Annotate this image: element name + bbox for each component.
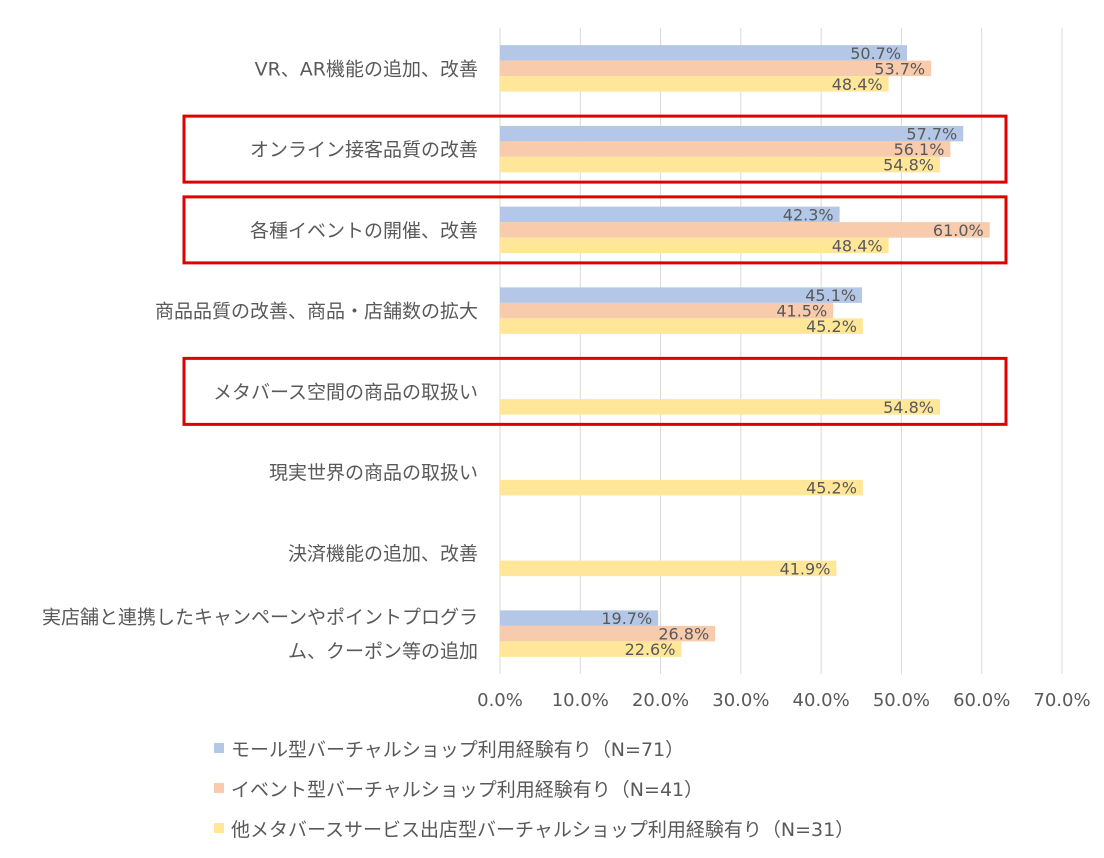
data-label: 61.0% <box>933 221 984 240</box>
bar <box>500 302 834 319</box>
x-tick-label: 30.0% <box>712 690 769 711</box>
data-label: 45.1% <box>805 286 856 305</box>
data-label: 53.7% <box>874 59 925 78</box>
x-tick-label: 70.0% <box>1033 690 1090 711</box>
x-tick-label: 0.0% <box>477 690 523 711</box>
data-label: 56.1% <box>894 140 945 159</box>
legend-item: イベント型バーチャルショップ利用経験有り（N=41） <box>214 768 854 808</box>
category-label: 各種イベントの開催、改善 <box>250 220 478 242</box>
data-label: 57.7% <box>906 125 957 144</box>
x-axis-ticks: 0.0% 10.0% 20.0% 30.0% 40.0% 50.0% 60.0% 70.0% <box>477 690 1090 711</box>
data-label: 45.2% <box>806 317 857 336</box>
data-label: 54.8% <box>883 398 934 417</box>
legend-item: モール型バーチャルショップ利用経験有り（N=71） <box>214 728 854 768</box>
category-label: オンライン接客品質の改善 <box>250 139 478 161</box>
data-label: 19.7% <box>601 609 652 628</box>
legend: モール型バーチャルショップ利用経験有り（N=71） イベント型バーチャルショップ利… <box>214 728 854 848</box>
category-label: 実店舗と連携したキャンペーンやポイントプログラ <box>42 607 478 629</box>
x-tick-label: 60.0% <box>953 690 1010 711</box>
bar <box>500 45 908 61</box>
data-label: 41.5% <box>776 302 827 321</box>
category-label: VR、AR機能の追加、改善 <box>255 58 478 80</box>
bar <box>500 156 940 173</box>
category-label: メタバース空間の商品の取扱い <box>213 381 478 403</box>
data-label: 45.2% <box>806 479 857 498</box>
bar <box>500 141 951 157</box>
bar <box>500 399 940 415</box>
bar <box>500 206 840 223</box>
data-label: 26.8% <box>658 625 709 644</box>
bar <box>500 60 932 77</box>
legend-swatch <box>214 783 224 793</box>
bar <box>500 287 863 303</box>
legend-item: 他メタバースサービス出店型バーチャルショップ利用経験有り（N=31） <box>214 808 854 848</box>
x-tick-label: 20.0% <box>632 690 689 711</box>
data-labels: 50.7% 57.7% 42.3% 45.1% 19.7% 53.7% 56.1% 61.0%… <box>601 44 983 659</box>
bars <box>500 45 990 657</box>
x-tick-label: 40.0% <box>793 690 850 711</box>
highlight-box <box>182 114 1008 184</box>
highlight-boxes <box>182 114 1008 426</box>
legend-swatch <box>214 823 224 833</box>
data-label: 50.7% <box>850 44 901 63</box>
bar <box>500 318 863 334</box>
data-label: 48.4% <box>832 75 883 94</box>
x-tick-label: 10.0% <box>552 690 609 711</box>
category-label: ム、クーポン等の追加 <box>288 641 478 663</box>
category-label: 商品品質の改善、商品・店舗数の拡大 <box>155 301 478 323</box>
data-label: 48.4% <box>832 236 883 255</box>
category-labels: VR、AR機能の追加、改善オンライン接客品質の改善各種イベントの開催、改善商品品… <box>42 58 478 662</box>
data-label: 41.9% <box>780 559 831 578</box>
bar <box>500 610 659 626</box>
legend-swatch <box>214 743 224 753</box>
bar <box>500 237 889 254</box>
highlight-box <box>182 356 1008 426</box>
bar <box>500 479 863 496</box>
bar <box>500 625 716 642</box>
bar <box>500 125 964 142</box>
x-tick-label: 50.0% <box>873 690 930 711</box>
data-label: 54.8% <box>883 156 934 175</box>
highlight-box <box>182 195 1008 265</box>
category-label: 現実世界の商品の取扱い <box>269 462 478 484</box>
bar-chart: VR、AR機能の追加、改善オンライン接客品質の改善各種イベントの開催、改善商品品… <box>42 28 1091 711</box>
data-label: 22.6% <box>625 640 676 659</box>
legend-label: イベント型バーチャルショップ利用経験有り（N=41） <box>231 778 704 801</box>
bar <box>500 641 682 657</box>
data-label: 42.3% <box>783 205 834 224</box>
legend-label: モール型バーチャルショップ利用経験有り（N=71） <box>231 738 685 761</box>
category-label: 決済機能の追加、改善 <box>288 543 478 565</box>
bar <box>500 76 889 92</box>
bar <box>500 560 837 577</box>
legend-label: 他メタバースサービス出店型バーチャルショップ利用経験有り（N=31） <box>231 818 855 841</box>
bar <box>500 222 990 238</box>
